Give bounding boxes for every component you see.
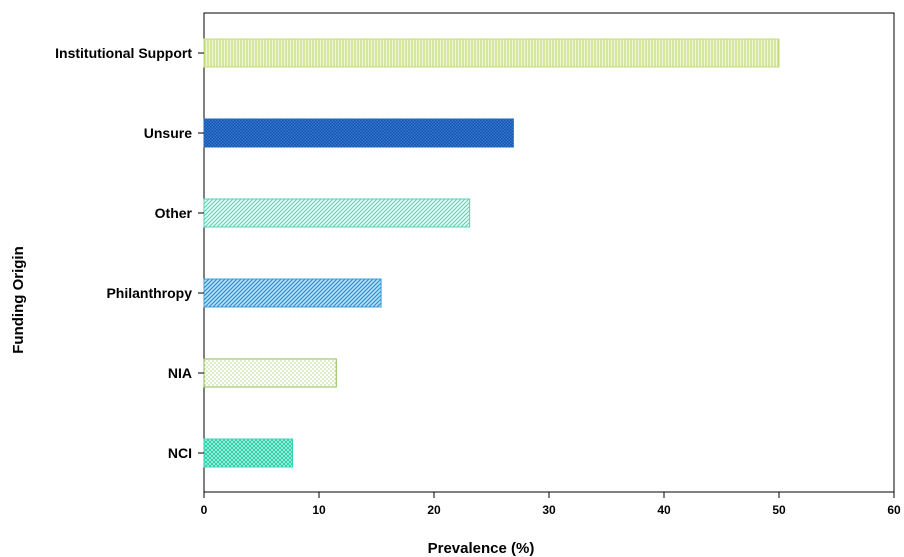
bar-institutional-support: [203, 38, 780, 68]
y-tick-label: Unsure: [144, 125, 192, 141]
bar-philanthropy: [203, 278, 382, 308]
x-tick-label: 20: [427, 503, 441, 517]
bar-nci: [203, 438, 294, 468]
plot-frame: [203, 12, 895, 493]
x-tick-label: 60: [887, 503, 901, 517]
y-tick-label: Philanthropy: [106, 285, 192, 301]
y-axis: Institutional Support Unsure Other Philanth…: [55, 45, 204, 461]
y-tick-label: NIA: [168, 365, 192, 381]
y-axis-title: Funding Origin: [10, 246, 27, 353]
x-tick-label: 50: [772, 503, 786, 517]
x-axis: 0 10 20 30 40 50 60: [201, 492, 901, 517]
bar-nia: [203, 358, 337, 388]
x-tick-label: 0: [201, 503, 208, 517]
x-tick-label: 40: [657, 503, 671, 517]
bars-group: [203, 38, 780, 468]
x-tick-label: 10: [312, 503, 326, 517]
y-tick-label: Other: [155, 205, 193, 221]
y-tick-label: Institutional Support: [55, 45, 192, 61]
y-tick-label: NCI: [168, 445, 192, 461]
bar-other: [203, 198, 471, 228]
bar-unsure: [203, 118, 514, 148]
x-tick-label: 30: [542, 503, 556, 517]
x-axis-title: Prevalence (%): [428, 540, 535, 557]
